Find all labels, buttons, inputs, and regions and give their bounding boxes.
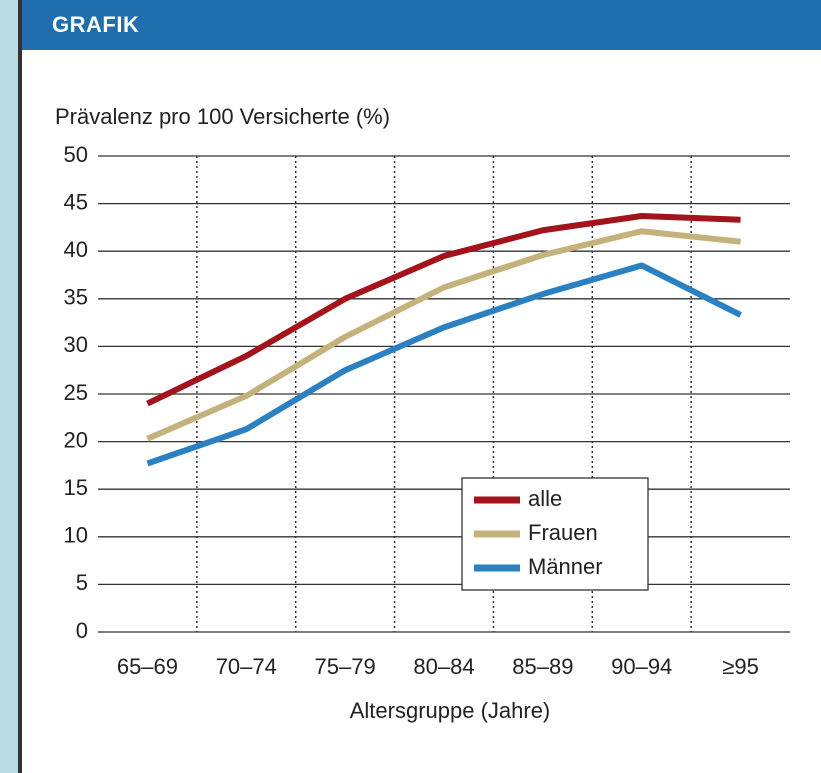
header-title: GRAFIK: [52, 12, 140, 37]
x-axis-label: Altersgruppe (Jahre): [350, 698, 551, 723]
legend-label: alle: [528, 486, 562, 511]
y-tick-label: 50: [64, 142, 88, 167]
x-tick-label: 70–74: [216, 654, 277, 679]
x-tick-label: 80–84: [413, 654, 474, 679]
legend-label: Frauen: [528, 520, 598, 545]
legend-label: Männer: [528, 554, 603, 579]
y-tick-label: 40: [64, 237, 88, 262]
y-tick-label: 10: [64, 523, 88, 548]
x-tick-label: 90–94: [611, 654, 672, 679]
y-tick-label: 20: [64, 427, 88, 452]
y-tick-label: 30: [64, 332, 88, 357]
side-strip: [0, 0, 18, 773]
series-line: [146, 262, 742, 467]
x-tick-label: 85–89: [512, 654, 573, 679]
x-tick-label: 75–79: [315, 654, 376, 679]
y-tick-label: 35: [64, 285, 88, 310]
series-line: [146, 212, 741, 407]
y-tick-label: 45: [64, 189, 88, 214]
y-tick-label: 5: [76, 570, 88, 595]
x-tick-label: 65–69: [117, 654, 178, 679]
side-edge: [18, 0, 22, 773]
series-line: [146, 228, 741, 442]
y-tick-label: 0: [76, 618, 88, 643]
chart-title: Prävalenz pro 100 Versicherte (%): [55, 104, 390, 129]
y-tick-label: 25: [64, 380, 88, 405]
header-bar: GRAFIK: [22, 0, 821, 50]
x-tick-label: ≥95: [722, 654, 759, 679]
y-tick-label: 15: [64, 475, 88, 500]
